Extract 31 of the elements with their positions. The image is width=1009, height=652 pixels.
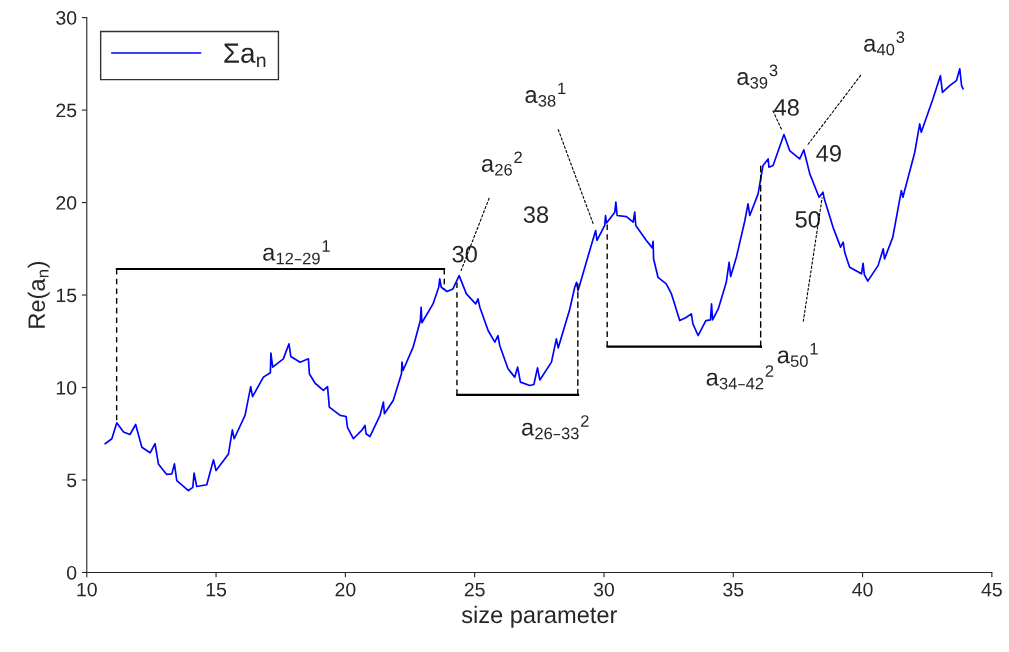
x-tick-label: 20: [335, 582, 356, 597]
annotation: a$_{40}$$^{3}$: [864, 31, 905, 56]
y-tick-label: 5: [67, 473, 77, 488]
y-tick-label: 30: [56, 11, 77, 25]
x-axis-title: size parameter: [461, 605, 617, 628]
annotation: a$_{26}$$^{2}$: [481, 151, 522, 176]
annotation: 38: [523, 206, 549, 223]
x-tick-label: 35: [723, 582, 744, 597]
annotation: 49: [816, 145, 841, 162]
y-tick-label: 20: [56, 196, 77, 210]
annotation: 48: [774, 99, 799, 116]
y-tick-label: 15: [56, 288, 77, 303]
x-tick-label: 30: [593, 582, 615, 597]
y-tick-label: 10: [56, 380, 77, 395]
x-tick-label: 10: [77, 582, 97, 597]
annotation: a$_{50}$$^{1}$: [777, 343, 818, 368]
y-tick-label: 25: [56, 103, 77, 118]
x-tick-label: 40: [852, 582, 873, 597]
annotation: 50: [795, 210, 820, 228]
annotation: a$_{26–33}$$^{2}$: [522, 415, 589, 440]
annotation: 30: [452, 245, 477, 263]
annotation: a$_{34–42}$$^{2}$: [706, 365, 774, 390]
y-tick-label: 0: [67, 565, 77, 580]
annotation: a$_{39}$$^{3}$: [737, 64, 778, 89]
x-tick-label: 15: [206, 582, 227, 597]
annotation: a$_{38}$$^{1}$: [525, 82, 566, 107]
x-tick-label: 45: [981, 582, 1002, 597]
legend-label: Σa$_{n}$: [224, 43, 266, 68]
annotation: a$_{12–29}$$^{1}$: [263, 240, 330, 265]
y-axis-title: Re(a$_{n}$): [27, 262, 50, 328]
x-tick-label: 25: [464, 582, 485, 597]
